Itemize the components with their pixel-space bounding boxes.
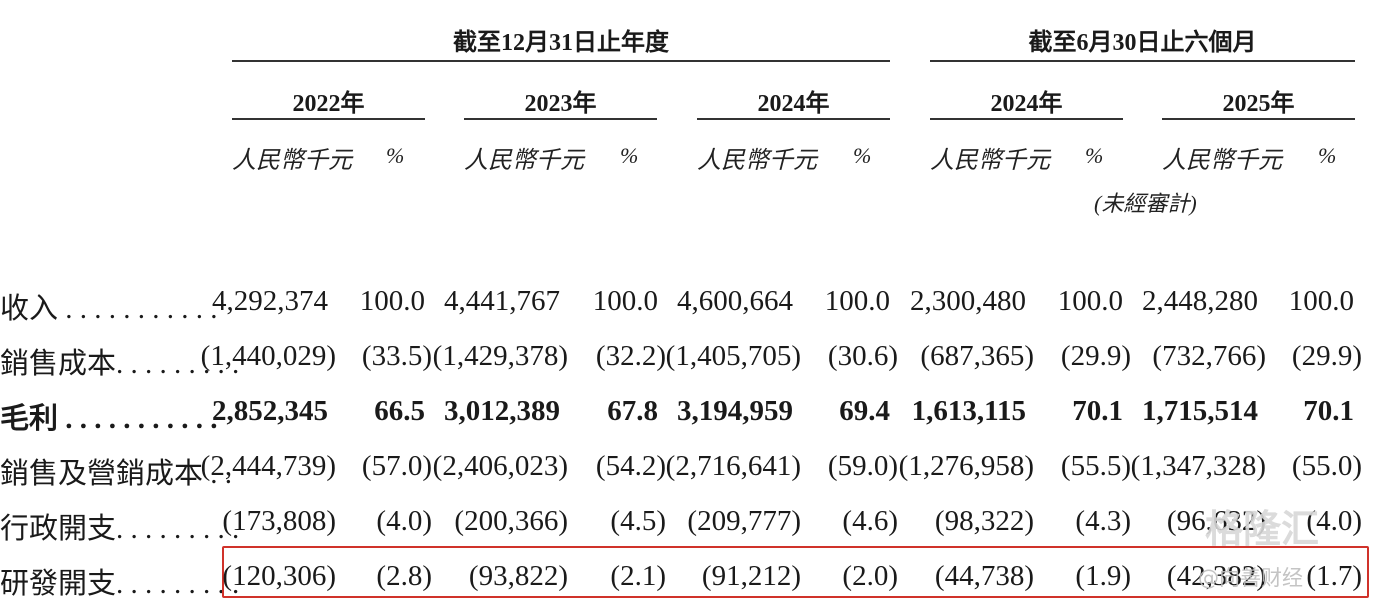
table-cell-percent: 67.8	[607, 395, 658, 427]
year-header-2024: 2024年	[757, 91, 830, 117]
year-rule-2024	[697, 118, 890, 120]
row-label-gross-profit: 毛利 . . . . . . . . . . .	[0, 403, 218, 435]
pct-label: %	[1085, 143, 1104, 168]
table-cell-percent: (1.7)	[1306, 560, 1362, 592]
table-cell-percent: (4.3)	[1075, 505, 1131, 537]
table-cell-percent: (29.9)	[1060, 340, 1131, 372]
table-cell-amount: (98,322)	[934, 505, 1034, 537]
table-cell-amount: (1,405,705)	[665, 340, 801, 372]
header-group-fiscal-year: 截至12月31日止年度	[453, 30, 669, 56]
year-rule-2022	[232, 118, 425, 120]
table-cell-percent: (32.2)	[595, 340, 666, 372]
table-cell-percent: 100.0	[592, 285, 658, 317]
table-cell-amount: 3,012,389	[444, 395, 560, 427]
table-cell-percent: 100.0	[359, 285, 425, 317]
unit-label: 人民幣千元	[1162, 148, 1282, 174]
table-cell-percent: 100.0	[1288, 285, 1354, 317]
row-label-rd-expenses: 研發開支. . . . . . . . .	[0, 568, 240, 600]
year-rule-2023	[464, 118, 657, 120]
table-cell-amount: 3,194,959	[677, 395, 793, 427]
table-cell-percent: (57.0)	[361, 450, 432, 482]
table-cell-amount: 4,600,664	[677, 285, 793, 317]
watermark-logo-text: 格隆汇	[1205, 507, 1320, 551]
watermark-author: @向善财经	[1198, 566, 1303, 590]
table-cell-amount: (2,406,023)	[432, 450, 568, 482]
table-cell-amount: (2,444,739)	[200, 450, 336, 482]
year-rule-2025-h1	[1162, 118, 1355, 120]
table-cell-percent: (59.0)	[827, 450, 898, 482]
year-header-2023: 2023年	[524, 91, 597, 117]
table-cell-amount: (2,716,641)	[665, 450, 801, 482]
table-cell-amount: 4,292,374	[212, 285, 328, 317]
row-label-revenue: 收入 . . . . . . . . . . .	[0, 293, 218, 325]
table-cell-percent: (2.8)	[376, 560, 432, 592]
table-cell-percent: (33.5)	[361, 340, 432, 372]
table-cell-amount: (42,382)	[1166, 560, 1266, 592]
unit-label: 人民幣千元	[464, 148, 584, 174]
table-cell-percent: (4.0)	[1306, 505, 1362, 537]
table-cell-percent: (4.0)	[376, 505, 432, 537]
highlight-box-rd-row	[222, 546, 1369, 598]
table-cell-amount: (120,306)	[222, 560, 336, 592]
table-cell-amount: (93,822)	[468, 560, 568, 592]
table-cell-amount: (173,808)	[222, 505, 336, 537]
table-cell-percent: (1.9)	[1075, 560, 1131, 592]
table-cell-percent: (29.9)	[1291, 340, 1362, 372]
pct-label: %	[1318, 143, 1337, 168]
year-header-2025-h1: 2025年	[1222, 91, 1295, 117]
table-cell-amount: (209,777)	[687, 505, 801, 537]
row-label-selling-marketing: 銷售及營銷成本 . .	[0, 458, 233, 490]
table-cell-amount: 1,613,115	[911, 395, 1026, 427]
pct-label: %	[853, 143, 872, 168]
table-cell-percent: 100.0	[1057, 285, 1123, 317]
unit-label: 人民幣千元	[930, 148, 1050, 174]
table-cell-percent: 66.5	[374, 395, 425, 427]
unaudited-note: (未經審計)	[1094, 191, 1197, 216]
table-cell-amount: 2,852,345	[212, 395, 328, 427]
unit-label: 人民幣千元	[697, 148, 817, 174]
table-cell-amount: (44,738)	[934, 560, 1034, 592]
pct-label: %	[620, 143, 639, 168]
table-cell-percent: (4.6)	[842, 505, 898, 537]
table-cell-percent: (2.1)	[610, 560, 666, 592]
year-header-2024-h1: 2024年	[990, 91, 1063, 117]
table-cell-percent: 69.4	[839, 395, 890, 427]
table-cell-amount: 4,441,767	[444, 285, 560, 317]
table-cell-percent: (55.5)	[1060, 450, 1131, 482]
table-cell-percent: (30.6)	[827, 340, 898, 372]
table-cell-amount: 2,300,480	[910, 285, 1026, 317]
header-rule-six-months	[930, 60, 1355, 62]
row-label-cost-of-sales: 銷售成本. . . . . . . . .	[0, 348, 240, 380]
table-cell-percent: 70.1	[1072, 395, 1123, 427]
table-cell-percent: (4.5)	[610, 505, 666, 537]
year-rule-2024-h1	[930, 118, 1123, 120]
table-cell-amount: (732,766)	[1152, 340, 1266, 372]
table-cell-amount: 1,715,514	[1142, 395, 1258, 427]
table-cell-amount: 2,448,280	[1142, 285, 1258, 317]
header-rule-fiscal-year	[232, 60, 890, 62]
table-cell-amount: (200,366)	[454, 505, 568, 537]
table-cell-amount: (1,440,029)	[200, 340, 336, 372]
table-cell-amount: (1,347,328)	[1130, 450, 1266, 482]
table-cell-percent: (2.0)	[842, 560, 898, 592]
table-cell-amount: (1,429,378)	[432, 340, 568, 372]
table-cell-amount: (1,276,958)	[898, 450, 1034, 482]
table-cell-percent: 70.1	[1303, 395, 1354, 427]
table-cell-percent: 100.0	[824, 285, 890, 317]
header-group-six-months: 截至6月30日止六個月	[1028, 30, 1257, 56]
table-cell-amount: (91,212)	[701, 560, 801, 592]
table-cell-percent: (54.2)	[595, 450, 666, 482]
pct-label: %	[386, 143, 405, 168]
table-cell-amount: (96,632)	[1166, 505, 1266, 537]
row-label-admin-expenses: 行政開支. . . . . . . . .	[0, 513, 240, 545]
table-cell-amount: (687,365)	[920, 340, 1034, 372]
table-cell-percent: (55.0)	[1291, 450, 1362, 482]
year-header-2022: 2022年	[292, 91, 365, 117]
unit-label: 人民幣千元	[232, 148, 352, 174]
